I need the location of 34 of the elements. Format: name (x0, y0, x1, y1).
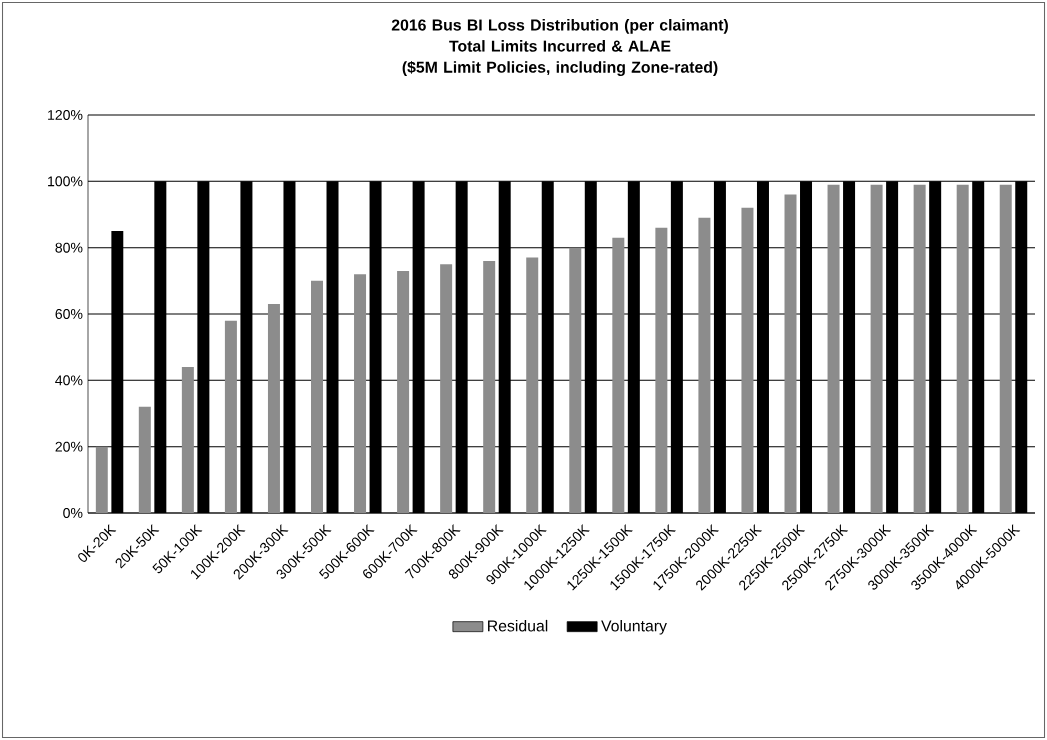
bar (138, 406, 151, 513)
bar (397, 270, 410, 513)
bar (311, 280, 323, 513)
bar (827, 184, 840, 513)
bar (956, 184, 969, 513)
y-tick-label: 100% (48, 176, 83, 187)
bar (784, 194, 797, 513)
y-tick-label: 120% (48, 110, 83, 120)
y-tick-label: 60% (55, 309, 83, 319)
bar (483, 260, 496, 513)
bar (440, 264, 453, 513)
y-tick-label: 20% (55, 441, 83, 452)
y-tick-label: 40% (55, 375, 83, 386)
text: ($5M Limit Policies, including Zone-rated) (402, 60, 718, 76)
y-tick-label: 80% (55, 242, 83, 253)
chart-title: 2016 Bus BI Loss Distribution (per claimant) (391, 19, 728, 34)
legend-label: Residual (488, 619, 548, 632)
bar (741, 207, 754, 513)
bar (655, 227, 668, 513)
bar (569, 247, 582, 513)
bar (698, 217, 711, 513)
bar (267, 304, 280, 513)
bar (224, 320, 237, 513)
chart-subtitle: Total Limits Incurred & ALAE (449, 40, 671, 52)
y-tick-label: 0% (63, 508, 83, 518)
legend-label: Voluntary (601, 619, 667, 635)
bar (913, 184, 926, 513)
bar (526, 257, 539, 513)
bar (354, 274, 367, 513)
bar (95, 446, 108, 513)
bar (181, 367, 194, 513)
bar (870, 184, 883, 513)
bar (612, 237, 625, 513)
bar (999, 184, 1012, 513)
